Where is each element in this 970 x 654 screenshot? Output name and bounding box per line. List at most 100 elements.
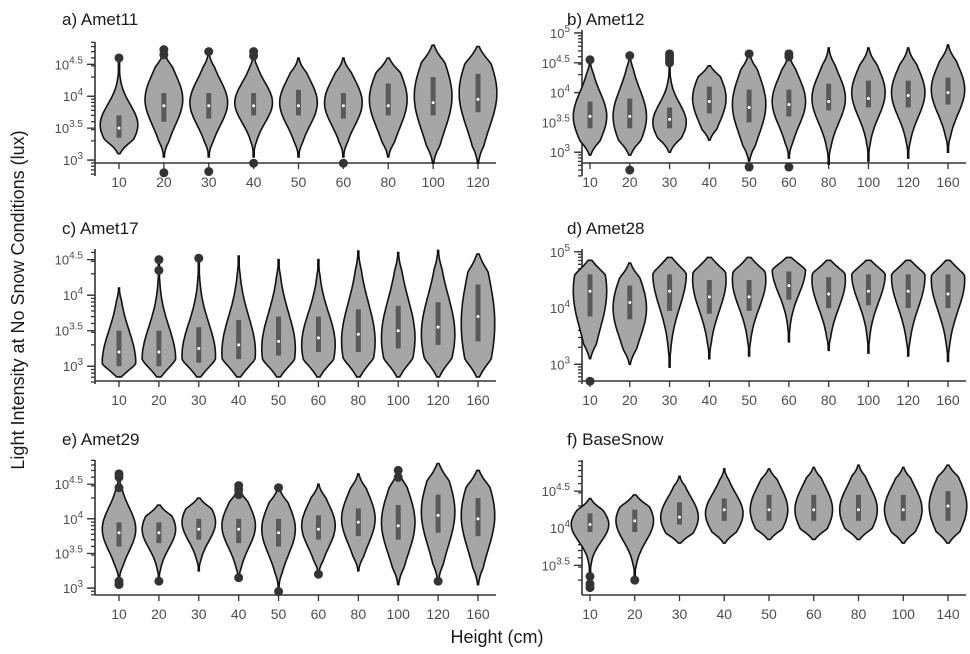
violin-median	[707, 295, 711, 299]
panel-1: a) Amet11 103 103.5 104 104.5 10 20 30 40 50 60 80 1…	[55, 10, 498, 190]
violin-30	[652, 256, 688, 368]
x-tick-label: 20	[156, 174, 172, 190]
x-tick-label: 30	[191, 606, 207, 622]
violin-10	[99, 57, 139, 155]
outlier-point	[159, 45, 169, 55]
violin-box	[475, 284, 481, 342]
violin-box	[766, 494, 772, 521]
violin-10	[570, 497, 610, 578]
y-tick-label: 103.5	[55, 119, 84, 136]
x-tick-label: 50	[741, 174, 757, 190]
violin-median	[946, 504, 950, 508]
y-tick-label: 103.5	[542, 556, 571, 573]
x-tick-label: 60	[781, 174, 797, 190]
violin-median	[588, 114, 592, 118]
panel-title: c) Amet17	[62, 219, 139, 238]
violin-box	[475, 498, 481, 537]
violin-median	[827, 292, 831, 296]
violin-box	[826, 83, 832, 111]
x-tick-label: 80	[351, 392, 367, 408]
panel-title: d) Amet28	[567, 219, 645, 238]
violin-box	[315, 316, 321, 353]
violin-median	[197, 346, 201, 350]
violin-box	[856, 494, 861, 521]
violin-box	[435, 494, 441, 533]
violin-median	[356, 332, 360, 336]
y-tick-label: 104.5	[542, 54, 571, 71]
violin-median	[866, 97, 870, 101]
violin-box	[251, 93, 257, 116]
x-tick-label: 10	[111, 392, 127, 408]
violin-box	[475, 73, 481, 113]
outlier-point	[630, 575, 640, 585]
y-tick-label: 104	[550, 299, 570, 316]
outlier-point	[204, 167, 214, 177]
y-tick-label: 104	[550, 84, 570, 101]
violin-box	[156, 330, 162, 367]
x-tick-label: 30	[191, 392, 207, 408]
y-tick-label: 103	[550, 143, 570, 160]
violin-box	[945, 274, 951, 309]
violin-median	[901, 508, 905, 512]
x-tick-label: 50	[741, 392, 757, 408]
violin-median	[747, 295, 751, 299]
panel-3: c) Amet17 103 103.5 104 104.5 10 20 30 40 50 60 80 1…	[55, 219, 496, 408]
outlier-point	[784, 162, 794, 172]
violin-box	[116, 330, 122, 367]
violin-box	[236, 518, 242, 544]
violin-median	[827, 100, 831, 104]
outlier-point	[625, 51, 635, 61]
violin-median	[252, 104, 256, 108]
violin-median	[237, 343, 241, 347]
violin-median	[722, 508, 726, 512]
y-tick-label: 103	[63, 357, 83, 374]
x-tick-label: 40	[716, 606, 732, 622]
violin-median	[812, 508, 816, 512]
violin-box	[236, 320, 242, 360]
violin-box	[865, 80, 871, 108]
y-tick-label: 103.5	[55, 322, 84, 339]
violin-median	[747, 105, 751, 109]
violin-median	[906, 94, 910, 98]
violin-median	[277, 339, 281, 343]
x-tick-label: 120	[426, 392, 450, 408]
violin-median	[476, 315, 480, 318]
violin-30	[652, 56, 687, 153]
x-tick-label: 40	[231, 392, 247, 408]
x-tick-label: 80	[380, 174, 396, 190]
x-tick-label: 80	[821, 392, 837, 408]
x-tick-label: 20	[627, 606, 643, 622]
violin-median	[341, 104, 345, 108]
y-tick-label: 104.5	[542, 482, 571, 499]
violin-median	[436, 513, 440, 517]
violin-median	[197, 527, 201, 531]
x-tick-label: 140	[936, 606, 960, 622]
outlier-point	[114, 53, 124, 63]
y-tick-label: 104	[63, 87, 83, 104]
x-tick-label: 60	[311, 606, 327, 622]
panel-title: e) Amet29	[62, 430, 140, 449]
outlier-point	[585, 376, 595, 386]
violin-median	[162, 104, 166, 108]
x-tick-label: 80	[821, 174, 837, 190]
outlier-point	[274, 483, 284, 493]
violin-median	[628, 300, 632, 304]
violin-median	[588, 289, 592, 293]
violin-box	[811, 494, 817, 521]
y-tick-label: 104	[63, 286, 83, 303]
outlier-point	[159, 168, 169, 178]
violin-box	[587, 513, 593, 532]
x-tick-label: 10	[111, 174, 127, 190]
x-tick-label: 160	[466, 392, 490, 408]
panel-title: b) Amet12	[567, 10, 645, 29]
x-tick-label: 10	[582, 174, 598, 190]
x-axis-title: Height (cm)	[450, 627, 543, 647]
outlier-point	[393, 465, 403, 475]
x-tick-label: 30	[662, 174, 678, 190]
x-tick-label: 60	[781, 392, 797, 408]
x-tick-label: 40	[231, 606, 247, 622]
x-tick-label: 120	[466, 174, 490, 190]
y-tick-label: 104.5	[55, 251, 84, 268]
x-tick-label: 60	[806, 606, 822, 622]
violin-median	[207, 104, 211, 108]
